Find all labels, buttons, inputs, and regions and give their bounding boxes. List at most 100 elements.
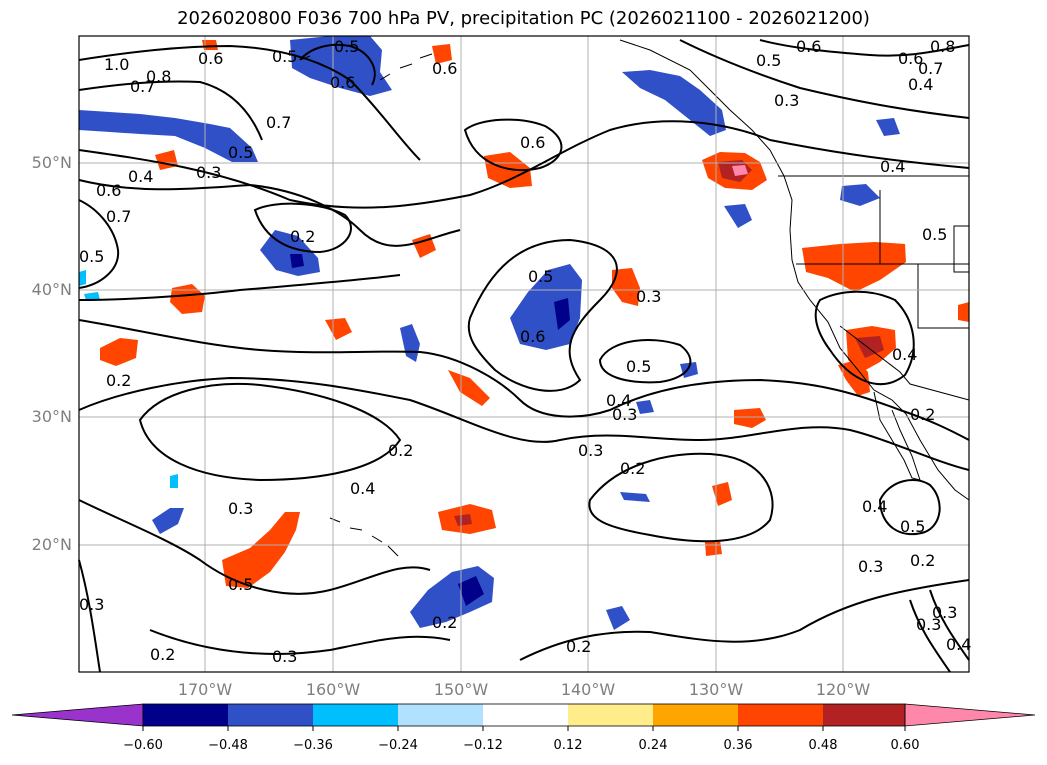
coastline-north-america xyxy=(619,39,970,501)
contour-label: 0.2 xyxy=(910,405,935,424)
map-border xyxy=(78,35,970,673)
precip-patch xyxy=(636,400,654,414)
precip-patch xyxy=(152,508,184,534)
contour-labels: 1.0 0.5 0.6 0.6 0.6 0.8 0.7 0.7 0.5 0.3 … xyxy=(79,37,971,666)
precip-patch-peak xyxy=(732,165,748,176)
precip-patch xyxy=(612,268,640,306)
contour-label: 0.5 xyxy=(334,37,359,56)
precip-patch xyxy=(705,540,722,556)
pv-contour xyxy=(814,290,915,385)
precip-patch xyxy=(84,292,100,300)
precip-patch xyxy=(100,338,138,366)
pv-contour xyxy=(78,44,421,161)
contour-label: 0.5 xyxy=(272,47,297,66)
contour-label: 0.7 xyxy=(918,59,943,78)
contour-label: 0.3 xyxy=(612,405,637,424)
contour-label: 0.2 xyxy=(290,227,315,246)
contour-label: 0.2 xyxy=(910,551,935,570)
pv-contour xyxy=(78,319,970,441)
precip-patch xyxy=(712,482,732,506)
contour-label: 0.5 xyxy=(756,51,781,70)
colorbar-tick-label: 0.36 xyxy=(723,738,753,753)
contour-label: 0.6 xyxy=(96,181,121,200)
pv-contour xyxy=(588,452,774,543)
colorbar-tick-label: −0.48 xyxy=(208,738,248,753)
pv-contour xyxy=(78,179,461,247)
pv-contour xyxy=(78,376,970,471)
contour-label: 0.5 xyxy=(228,143,253,162)
contour-label: 0.5 xyxy=(79,247,104,266)
contour-label: 0.2 xyxy=(566,637,591,656)
precip-patch-core xyxy=(855,336,884,358)
pv-contour xyxy=(909,599,951,673)
precip-negative-patches xyxy=(79,36,900,630)
colorbar-bin xyxy=(568,704,653,726)
graticule xyxy=(79,36,969,672)
figure-title: 2026020800 F036 700 hPa PV, precipitatio… xyxy=(177,8,870,29)
precip-patch xyxy=(222,512,300,588)
contour-label: 0.6 xyxy=(330,73,355,92)
contour-label: 0.7 xyxy=(106,207,131,226)
contour-label: 0.3 xyxy=(578,441,603,460)
pv-contour xyxy=(78,499,431,595)
contour-label: 0.4 xyxy=(128,167,153,186)
pv-contour xyxy=(78,274,401,301)
contour-label: 0.3 xyxy=(636,287,661,306)
contour-label: 0.3 xyxy=(858,557,883,576)
coastlines xyxy=(299,39,970,557)
contour-label: 0.3 xyxy=(272,647,297,666)
pv-contour xyxy=(679,39,970,119)
contour-label: 0.3 xyxy=(79,595,104,614)
contour-label: 0.3 xyxy=(932,603,957,622)
precip-patch xyxy=(620,492,650,502)
precip-patch xyxy=(510,264,582,350)
colorbar-tick-label: 0.60 xyxy=(890,738,920,753)
contour-label: 0.8 xyxy=(930,37,955,56)
colorbar-outline xyxy=(142,703,906,727)
precip-patch xyxy=(202,40,218,50)
precip-patch-core xyxy=(554,298,570,330)
colorbar-bin xyxy=(483,704,568,726)
lon-label-120w: 120°W xyxy=(815,680,871,699)
contour-label: 1.0 xyxy=(104,55,129,74)
precip-patch xyxy=(260,230,320,276)
contour-label: 0.4 xyxy=(606,391,631,410)
contour-label: 0.7 xyxy=(130,77,155,96)
precip-patch xyxy=(325,318,352,340)
pv-contour xyxy=(138,382,402,482)
colorbar-extend-max xyxy=(904,703,1036,727)
state-border xyxy=(839,325,970,401)
precip-patch xyxy=(484,152,532,188)
colorbar-tick-label: −0.60 xyxy=(123,738,163,753)
colorbar-tick-label: −0.24 xyxy=(378,738,418,753)
contour-label: 0.5 xyxy=(228,575,253,594)
colorbar-tick-marks xyxy=(142,726,906,731)
precip-patch xyxy=(79,270,86,286)
map-panel: 1.0 0.5 0.6 0.6 0.6 0.8 0.7 0.7 0.5 0.3 … xyxy=(78,35,971,673)
contour-label: 0.3 xyxy=(228,499,253,518)
pv-contours xyxy=(78,39,970,673)
lon-label-140w: 140°W xyxy=(560,680,616,699)
contour-label: 0.2 xyxy=(388,441,413,460)
precip-patch xyxy=(840,184,880,206)
contour-label: 0.5 xyxy=(626,357,651,376)
pv-contour xyxy=(519,579,970,661)
colorbar-bin xyxy=(143,704,228,726)
contour-label: 0.4 xyxy=(880,157,905,176)
state-border xyxy=(917,264,969,329)
contour-label: 0.4 xyxy=(946,635,971,654)
contour-label: 0.5 xyxy=(922,225,947,244)
pv-contour xyxy=(299,43,376,86)
precip-patch xyxy=(734,408,766,428)
colorbar-tick-label: −0.12 xyxy=(463,738,503,753)
precip-patch xyxy=(876,118,900,136)
precip-patch xyxy=(622,70,726,136)
precip-patch-core xyxy=(458,576,484,606)
colorbar-tick-label: 0.12 xyxy=(553,738,583,753)
contour-label: 0.3 xyxy=(196,163,221,182)
pv-contour xyxy=(78,559,101,673)
precip-patch xyxy=(958,302,969,322)
pv-contour xyxy=(929,589,970,661)
contour-label: 0.4 xyxy=(862,497,887,516)
